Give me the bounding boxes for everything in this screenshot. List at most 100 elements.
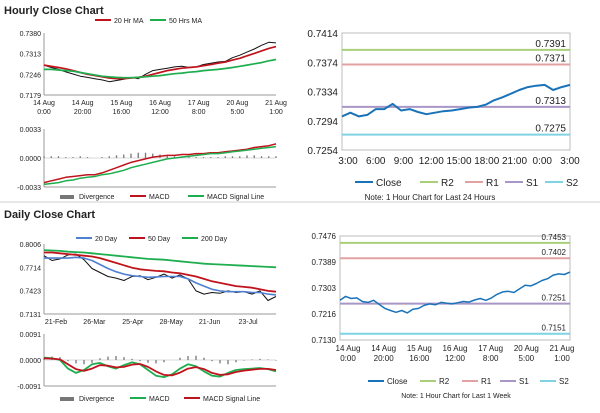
hourly-pivot-ytick-label: 0.7374 <box>307 58 338 69</box>
daily-price-xtick-label: 26-Mar <box>83 319 106 326</box>
hourly-pivot-xtick-label: 15:00 <box>446 156 471 167</box>
hourly-macd-legend-divergence-swatch <box>60 195 74 199</box>
daily-pivot-level-s2-label: 0.7151 <box>542 324 567 333</box>
hourly-pivot-ytick-label: 0.7294 <box>307 117 338 128</box>
hourly-price-series-20-hr-ma <box>43 45 277 80</box>
daily-pivot-level-r1-label: 0.7402 <box>542 248 567 257</box>
daily-pivot-xtick-date: 20 Aug <box>514 344 539 353</box>
daily-macd-ytick-label: -0.0091 <box>17 384 41 391</box>
daily-pivot-xtick-date: 15 Aug <box>407 344 432 353</box>
hourly-pivot-xtick-label: 6:00 <box>366 156 386 167</box>
daily-pivot-ytick-label: 0.7130 <box>312 336 337 345</box>
daily-pivot-level-r2-label: 0.7453 <box>542 233 567 242</box>
daily-pivot-ytick-label: 0.7216 <box>312 310 337 319</box>
hourly-macd-series-macd <box>43 143 277 184</box>
hourly-pivot-xtick-label: 3:00 <box>338 156 358 167</box>
hourly-price-series-50-hrs-ma <box>44 58 277 79</box>
daily-pivot-ytick-label: 0.7476 <box>312 232 337 241</box>
hourly-price-xtick-date: 15 Aug <box>110 100 132 107</box>
daily-price-legend-1-label: 50 Day <box>148 236 171 243</box>
hourly-pivot-close-line <box>341 83 571 118</box>
hourly-pivot-xtick-label: 3:00 <box>560 156 580 167</box>
daily-pivot-frame <box>339 235 571 341</box>
daily-pivot-ytick-label: 0.7389 <box>312 258 337 267</box>
daily-price-xtick-label: 23-Jul <box>238 319 258 326</box>
daily-price-series-200-day <box>43 249 277 269</box>
daily-price-xtick-label: 25-Apr <box>122 319 144 326</box>
hourly-price-xtick-time: 20:00 <box>74 109 92 116</box>
hourly-price-series-price <box>43 41 277 83</box>
daily-section-title: Daily Close Chart <box>4 209 96 221</box>
daily-macd-legend-divergence-swatch <box>60 397 74 401</box>
hourly-price-xtick-date: 16 Aug <box>149 100 171 107</box>
hourly-macd-legend-signal-label: MACD Signal Line <box>207 194 264 201</box>
hourly-macd-series-signal <box>43 145 277 186</box>
daily-price-xtick-label: 21-Jun <box>199 319 221 326</box>
hourly-pivot-xtick-label: 0:00 <box>533 156 553 167</box>
daily-price-series-50-day <box>44 251 277 293</box>
daily-macd-legend-signal-label: MACD Signal Line <box>203 396 260 403</box>
daily-pivot-xtick-time: 5:00 <box>519 354 535 363</box>
daily-price-ytick-label: 0.7714 <box>20 265 42 272</box>
daily-macd-series-macd <box>43 356 277 379</box>
hourly-pivot-level-s1-label: 0.7313 <box>535 96 566 107</box>
daily-price-ytick-label: 0.7131 <box>20 312 42 319</box>
hourly-macd-ytick-label: 0.0033 <box>20 127 42 134</box>
hourly-pivot-legend-s2-label: S2 <box>566 178 579 189</box>
daily-price-legend-0-label: 20 Day <box>95 236 118 243</box>
hourly-price-xtick-time: 16:00 <box>113 109 131 116</box>
daily-pivot-xtick-date: 14 Aug <box>336 344 361 353</box>
daily-pivot-legend-s1-label: S1 <box>519 377 529 386</box>
daily-pivot-xtick-time: 1:00 <box>554 354 570 363</box>
hourly-pivot-level-s2-label: 0.7275 <box>535 124 566 135</box>
hourly-price-ytick-label: 0.7246 <box>20 72 42 79</box>
daily-pivot-legend-r2-label: R2 <box>439 377 450 386</box>
hourly-price-ytick-label: 0.7179 <box>20 93 42 100</box>
daily-price-ytick-label: 0.8006 <box>20 242 42 249</box>
hourly-pivot-legend-r2-label: R2 <box>441 178 454 189</box>
daily-macd-ytick-label: 0.0091 <box>20 332 42 339</box>
daily-pivot-level-s1-label: 0.7251 <box>542 294 567 303</box>
daily-pivot-legend-s2-label: S2 <box>559 377 569 386</box>
hourly-price-xtick-time: 8:00 <box>192 109 206 116</box>
hourly-pivot-level-r1-label: 0.7371 <box>535 53 566 64</box>
hourly-price-xtick-time: 0:00 <box>37 109 51 116</box>
hourly-pivot-ytick-label: 0.7414 <box>307 29 338 40</box>
hourly-price-xtick-date: 17 Aug <box>188 100 210 107</box>
hourly-price-xtick-time: 12:00 <box>151 109 169 116</box>
daily-pivot-legend-r1-label: R1 <box>481 377 492 386</box>
daily-pivot-legend-close-label: Close <box>387 377 408 386</box>
hourly-pivot-legend-r1-label: R1 <box>486 178 499 189</box>
hourly-pivot-frame <box>341 32 571 151</box>
daily-pivot-xtick-date: 16 Aug <box>443 344 468 353</box>
hourly-price-ytick-label: 0.7313 <box>20 52 42 59</box>
daily-pivot-xtick-time: 16:00 <box>409 354 430 363</box>
daily-pivot-xtick-date: 21 Aug <box>550 344 575 353</box>
hourly-pivot-ytick-label: 0.7334 <box>307 88 338 99</box>
daily-macd-legend-macd-label: MACD <box>149 396 170 403</box>
hourly-pivot-xtick-label: 18:00 <box>474 156 499 167</box>
daily-pivot-xtick-time: 20:00 <box>374 354 395 363</box>
daily-pivot-xtick-time: 8:00 <box>483 354 499 363</box>
hourly-price-xtick-date: 21 Aug <box>265 100 287 107</box>
hourly-pivot-xtick-label: 12:00 <box>419 156 444 167</box>
hourly-price-xtick-date: 14 Aug <box>33 100 55 107</box>
daily-pivot-xtick-date: 14 Aug <box>371 344 396 353</box>
hourly-pivot-xtick-label: 21:00 <box>502 156 527 167</box>
daily-price-xtick-label: 28-May <box>160 319 184 326</box>
hourly-pivot-legend-close-label: Close <box>376 178 402 189</box>
daily-pivot-note: Note: 1 Hour Chart for Last 1 Week <box>401 393 511 400</box>
hourly-price-legend-0-label: 20 Hr MA <box>114 18 144 25</box>
hourly-pivot-level-r2-label: 0.7391 <box>535 39 566 50</box>
daily-pivot-xtick-time: 12:00 <box>445 354 466 363</box>
daily-price-legend-2-label: 200 Day <box>201 236 228 243</box>
hourly-macd-ytick-label: 0.0000 <box>20 156 42 163</box>
hourly-macd-legend-divergence-label: Divergence <box>79 194 115 201</box>
hourly-price-xtick-time: 1:00 <box>269 109 283 116</box>
daily-pivot-close-line <box>339 271 571 314</box>
hourly-macd-legend-macd-label: MACD <box>149 194 170 201</box>
hourly-price-xtick-time: 5:00 <box>231 109 245 116</box>
daily-macd-ytick-label: 0.0000 <box>20 358 42 365</box>
daily-price-xtick-label: 21-Feb <box>45 319 67 326</box>
